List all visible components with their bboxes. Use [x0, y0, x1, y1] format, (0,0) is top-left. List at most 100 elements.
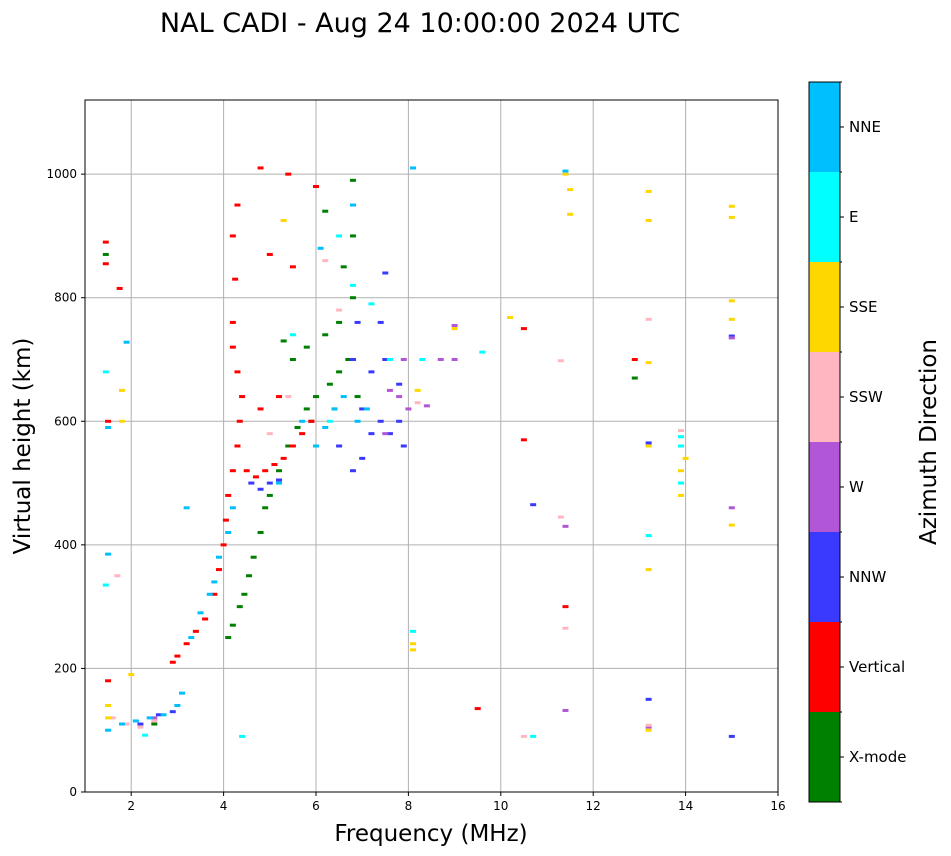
data-point: [728, 336, 735, 340]
data-point: [114, 574, 121, 578]
data-point: [645, 218, 652, 222]
data-point: [118, 419, 125, 423]
data-point: [451, 358, 458, 361]
data-point: [299, 419, 306, 423]
data-point: [396, 419, 403, 423]
data-point: [105, 425, 112, 429]
data-point: [326, 382, 333, 386]
data-point: [557, 359, 564, 363]
data-point: [188, 636, 195, 640]
data-point: [294, 425, 301, 429]
data-point: [520, 734, 527, 738]
data-point: [377, 320, 384, 324]
data-point: [349, 296, 356, 300]
data-point: [354, 320, 361, 324]
data-point: [257, 407, 264, 411]
data-point: [386, 432, 393, 436]
data-point: [105, 728, 112, 732]
data-point: [105, 419, 112, 423]
data-point: [423, 404, 430, 408]
data-point: [266, 252, 273, 256]
data-point: [215, 568, 222, 572]
x-tick-label: 10: [493, 799, 508, 813]
data-point: [128, 673, 135, 677]
data-point: [507, 315, 514, 319]
data-point: [105, 704, 112, 707]
data-point: [146, 716, 153, 720]
data-point: [266, 432, 273, 436]
series-nnw: [137, 271, 735, 738]
data-point: [257, 166, 264, 170]
data-point: [206, 592, 213, 596]
plot-frame: [84, 99, 779, 793]
data-point: [382, 271, 389, 275]
colorbar-title: Azimuth Direction: [916, 339, 942, 545]
colorbar-segment: [809, 172, 840, 262]
series-nne: [105, 166, 569, 732]
data-point: [276, 481, 283, 485]
chart-title: NAL CADI - Aug 24 10:00:00 2024 UTC: [160, 8, 680, 39]
data-point: [271, 463, 278, 467]
colorbar-label: Vertical: [849, 658, 905, 676]
data-point: [132, 719, 139, 723]
data-point: [266, 493, 273, 497]
colorbar-label: E: [849, 208, 858, 226]
data-point: [386, 358, 393, 361]
data-point: [229, 623, 236, 627]
data-point: [183, 642, 190, 646]
x-tick-label: 8: [405, 799, 413, 813]
data-point: [109, 716, 116, 720]
data-point: [183, 506, 190, 510]
data-point: [313, 444, 319, 448]
data-point: [677, 444, 684, 448]
data-point: [234, 444, 241, 448]
data-point: [303, 345, 310, 349]
colorbar-label: NNE: [849, 118, 881, 136]
data-point: [280, 218, 287, 222]
data-point: [105, 679, 112, 683]
data-point: [645, 723, 652, 727]
data-point: [211, 580, 218, 584]
data-point: [349, 358, 356, 361]
data-point: [567, 212, 574, 216]
data-point: [728, 506, 735, 510]
colorbar-segment: [809, 532, 840, 622]
y-tick-label: 1000: [46, 167, 77, 181]
data-point: [169, 710, 176, 714]
colorbar-segment: [809, 622, 840, 712]
data-point: [336, 320, 343, 324]
data-point: [225, 531, 232, 534]
data-point: [313, 395, 319, 399]
data-point: [179, 691, 186, 695]
data-point: [400, 358, 407, 361]
data-point: [303, 407, 310, 411]
data-point: [118, 722, 125, 726]
data-point: [234, 203, 241, 207]
data-point: [562, 708, 569, 712]
data-point: [246, 574, 253, 578]
data-point: [160, 713, 167, 717]
data-point: [239, 395, 246, 399]
data-point: [276, 478, 283, 482]
data-point: [437, 358, 444, 361]
data-point: [317, 246, 324, 250]
y-tick-label: 800: [54, 291, 77, 305]
data-point: [645, 361, 652, 365]
plot-area: [85, 100, 778, 792]
data-point: [215, 555, 222, 559]
data-point: [419, 358, 426, 361]
data-point: [151, 719, 158, 723]
data-point: [645, 317, 652, 321]
data-point: [229, 506, 236, 510]
data-point: [151, 722, 158, 726]
colorbar-label: NNW: [849, 568, 886, 586]
data-point: [410, 166, 417, 170]
data-point: [562, 626, 569, 630]
data-point: [236, 605, 243, 609]
y-axis-title: Virtual height (km): [10, 338, 36, 555]
data-point: [289, 265, 296, 269]
data-point: [257, 487, 264, 491]
data-point: [169, 660, 176, 664]
series-ssw: [109, 259, 684, 738]
data-point: [123, 340, 130, 344]
